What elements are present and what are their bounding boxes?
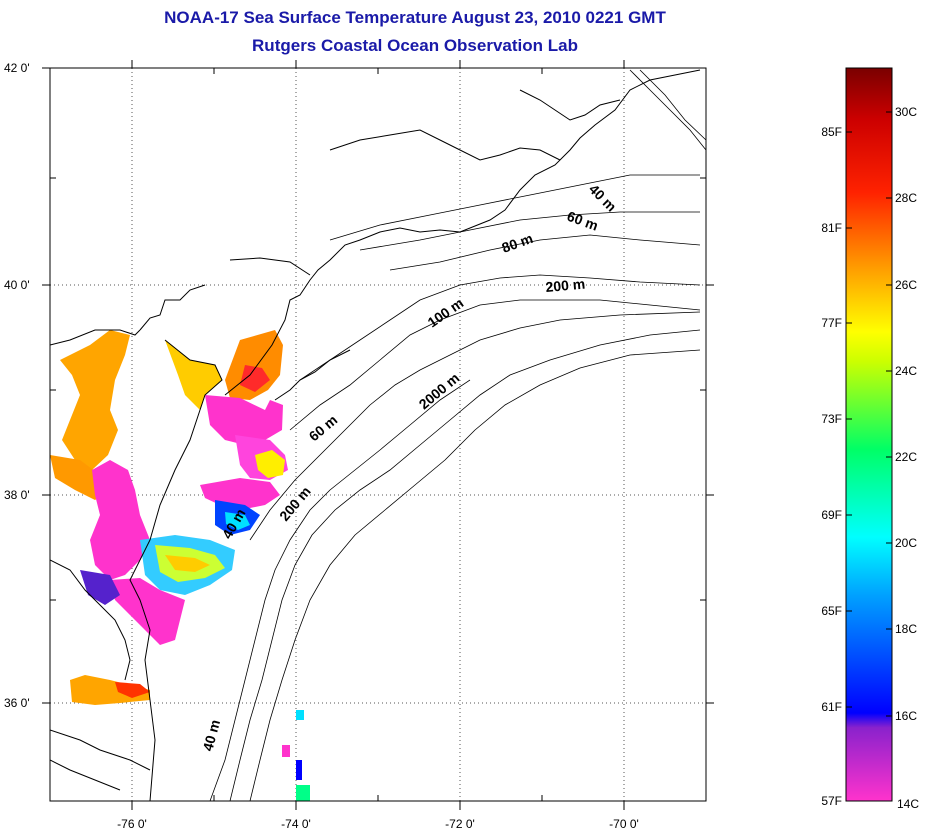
map-title: NOAA-17 Sea Surface Temperature August 2… [164, 8, 666, 27]
coastline [50, 69, 701, 801]
lat-tick-label: 38 0' [4, 488, 30, 502]
lat-tick-label: 36 0' [4, 696, 30, 710]
isobath-label: 200 m [545, 276, 586, 295]
colorbar-f-label: 77F [821, 316, 842, 330]
colorbar-c-label: 16C [895, 709, 917, 723]
colorbar-c-label: 22C [895, 450, 917, 464]
map-subtitle: Rutgers Coastal Ocean Observation Lab [252, 36, 578, 55]
map-gridlines [50, 68, 706, 801]
colorbar-f-label: 85F [821, 125, 842, 139]
isobath-label: 60 m [565, 208, 600, 234]
lon-tick-label: -76 0' [117, 817, 147, 831]
colorbar [845, 67, 893, 802]
colorbar-f-label: 57F [821, 794, 842, 808]
isobath-label: 2000 m [416, 370, 463, 413]
isobaths [209, 69, 706, 801]
colorbar-f-label: 73F [821, 412, 842, 426]
isobath-label: 200 m [276, 483, 314, 524]
colorbar-c-label: 18C [895, 622, 917, 636]
isobath-label: 80 m [500, 230, 535, 256]
colorbar-c-label: 14C [897, 797, 919, 811]
colorbar-c-label: 28C [895, 191, 917, 205]
lat-tick-label: 40 0' [4, 278, 30, 292]
lon-tick-labels: -76 0' -74 0' -72 0' -70 0' [117, 817, 639, 831]
colorbar-c-label: 20C [895, 536, 917, 550]
lon-tick-label: -72 0' [445, 817, 475, 831]
colorbar-c-labels: 30C 28C 26C 24C 22C 20C 18C 16C 14C [895, 105, 919, 811]
colorbar-f-label: 69F [821, 508, 842, 522]
colorbar-f-label: 81F [821, 221, 842, 235]
isobath-label: 40 m [586, 181, 620, 215]
lat-tick-label: 42 0' [4, 61, 30, 75]
isobath-label: 40 m [199, 718, 223, 753]
colorbar-c-label: 24C [895, 364, 917, 378]
colorbar-f-labels: 85F 81F 77F 73F 69F 65F 61F 57F [821, 125, 842, 808]
colorbar-f-label: 61F [821, 700, 842, 714]
colorbar-c-label: 30C [895, 105, 917, 119]
sst-data-overlay [50, 330, 310, 801]
lon-tick-label: -70 0' [609, 817, 639, 831]
colorbar-ticks [846, 111, 892, 717]
colorbar-c-label: 26C [895, 278, 917, 292]
map-ticks [42, 60, 714, 810]
lat-tick-labels: 42 0' 40 0' 38 0' 36 0' [4, 61, 30, 710]
colorbar-f-label: 65F [821, 604, 842, 618]
lon-tick-label: -74 0' [281, 817, 311, 831]
